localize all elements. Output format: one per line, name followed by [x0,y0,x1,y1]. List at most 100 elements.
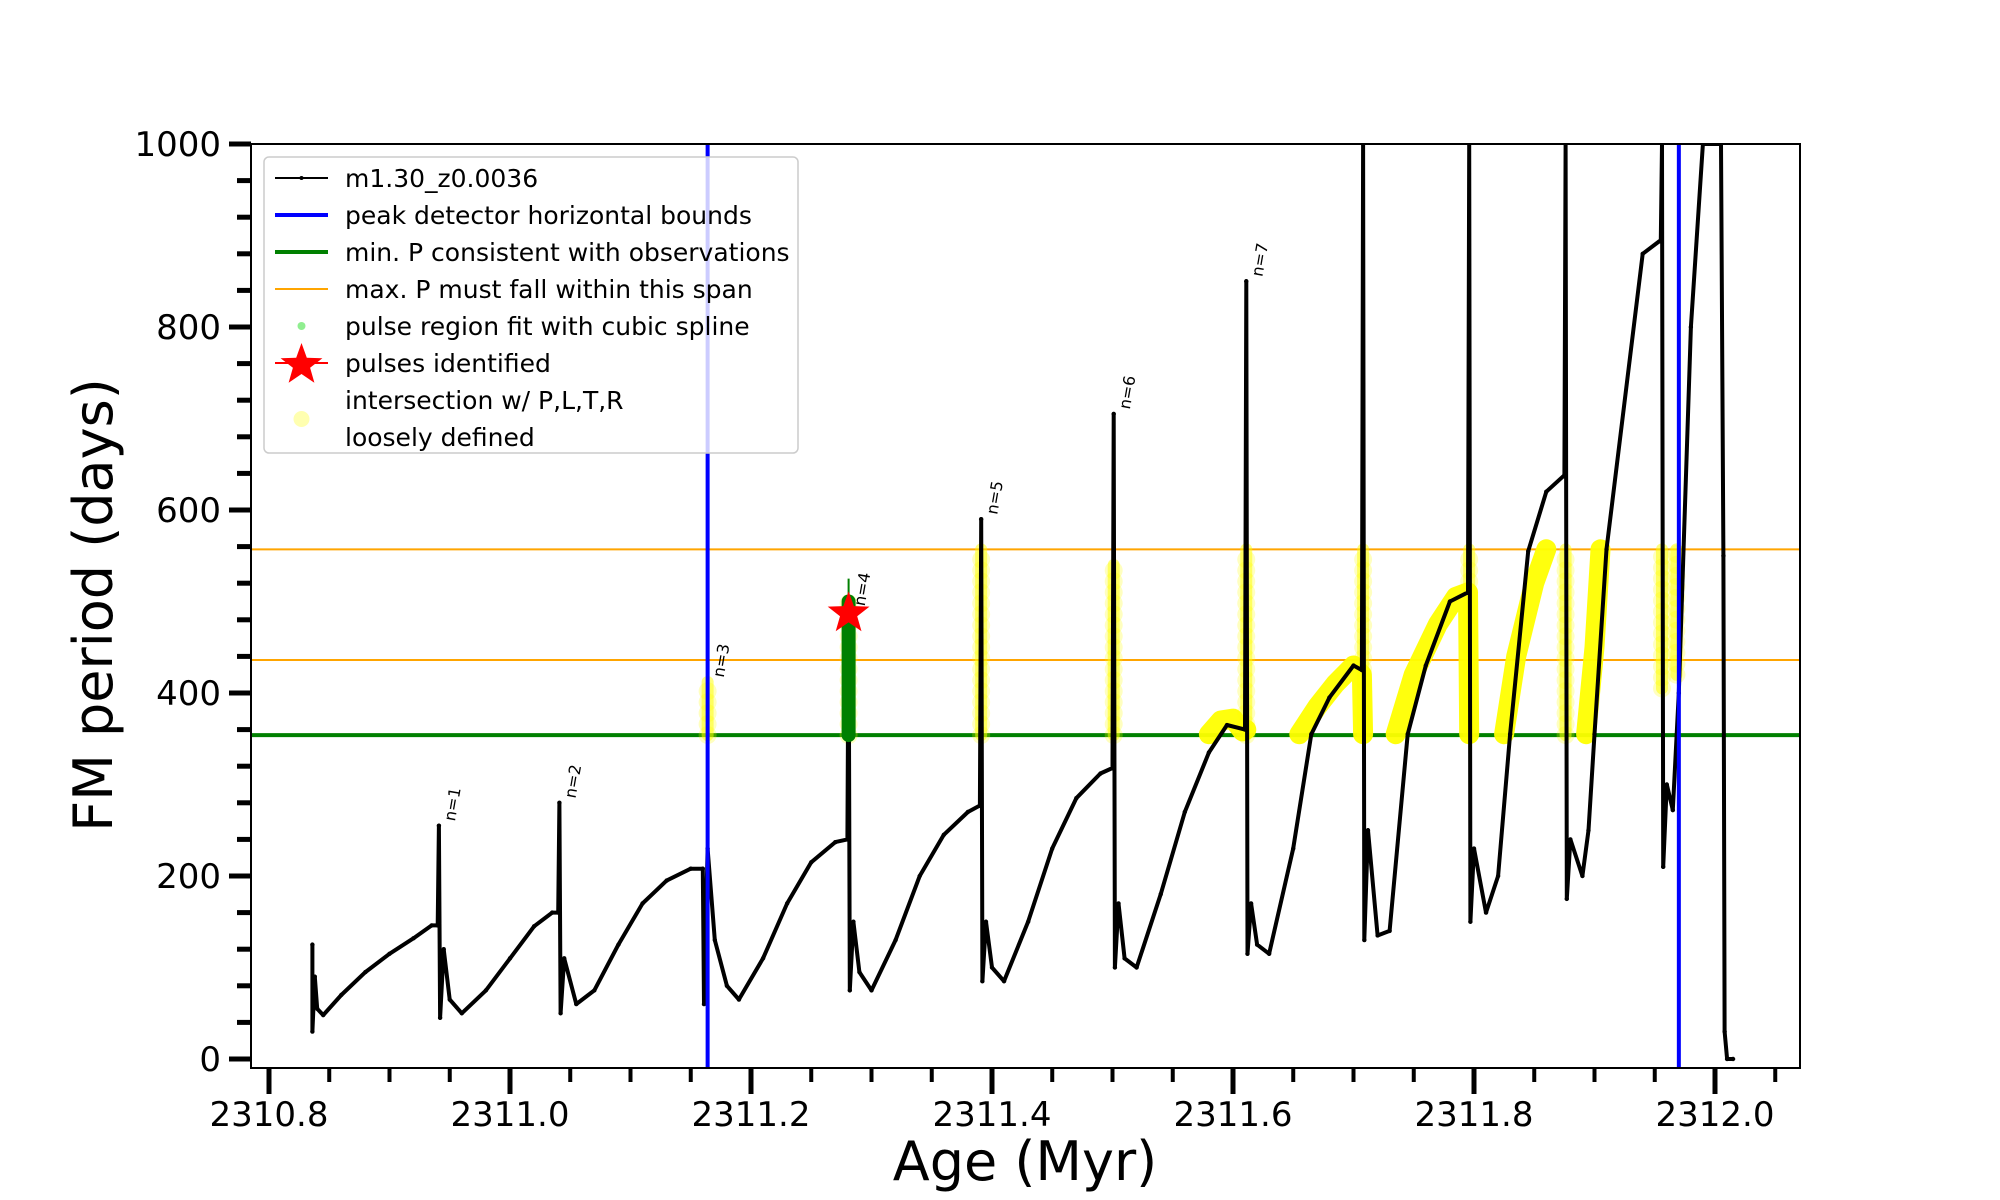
x-tick-label: 2311.2 [692,1095,811,1135]
series-point [310,1029,315,1034]
pulse-label: n=2 [561,763,586,800]
y-tick-label: 1000 [134,125,221,165]
plot-frame [250,143,1801,1069]
series-point [1495,873,1501,879]
series-point [1309,731,1314,737]
series-point [1586,828,1591,833]
series-point [917,873,922,879]
series-point [363,969,368,975]
series-point [1074,796,1079,801]
series-point [941,832,946,838]
series-point [1206,750,1212,755]
series-point [1245,951,1250,956]
series-point [851,919,856,924]
series-point [549,910,555,915]
series-point [847,988,853,993]
series-point [1405,731,1410,737]
plot-clip-group [251,144,1800,1068]
series-point [447,997,452,1002]
series-point [1098,771,1103,776]
series-point [809,860,814,865]
y-axis: 0 200 400 600 800 1000 [134,125,251,1080]
series-point [1359,667,1365,673]
series-point [1050,846,1055,851]
series-point [459,1011,464,1016]
series-point [1254,942,1260,947]
intersection-arc [1385,582,1480,745]
series-point [1242,727,1248,732]
y-axis-label: FM period (days) [62,378,125,832]
series-point [1564,896,1569,902]
series-point [1158,892,1163,897]
series-point [978,516,984,522]
series-point [1465,590,1471,595]
series-point [1664,782,1670,787]
x-tick-label: 2312.0 [1656,1095,1775,1135]
series-point [1640,251,1645,256]
series-point [1365,828,1371,833]
y-tick-label: 600 [156,491,221,531]
series-point [557,800,562,805]
intersection-arc [1576,539,1611,745]
legend-label: pulse region fit with cubic spline [345,312,750,341]
series-point [556,910,561,915]
x-tick-label: 2311.8 [1415,1095,1534,1135]
series-point [436,823,442,828]
pulse-label: n=5 [982,479,1007,516]
series-point [1362,937,1367,943]
y-tick-label: 800 [156,308,221,348]
legend-entry: min. P consistent with observations [275,238,790,267]
series-point [1658,237,1663,243]
series-point [965,809,971,815]
series-point [1722,1029,1727,1034]
series-point [411,936,416,941]
y-tick-label: 400 [156,674,221,714]
series-point [989,965,995,970]
series-point [977,803,983,808]
series-point [1387,928,1392,934]
series-point [507,956,513,961]
series-point [1562,473,1567,478]
series-point [315,1006,320,1011]
x-tick-label: 2311.4 [933,1095,1052,1135]
y-tick-label: 0 [199,1040,221,1080]
series-point [1447,599,1453,604]
series-point [1592,731,1597,737]
series-point [310,942,315,947]
series-point [1471,846,1477,851]
legend-marker-circle [293,411,310,427]
series-point [857,969,862,975]
series-point [736,997,742,1002]
series-point [312,974,317,979]
series-point [1468,919,1473,924]
series-point [1724,1056,1730,1062]
series-point [980,979,985,984]
series-point [983,919,989,924]
x-axis-label: Age (Myr) [893,1130,1158,1193]
series-point [1483,910,1489,915]
series-point [387,951,392,956]
x-tick-label: 2311.6 [1174,1095,1293,1135]
series-point [688,866,693,871]
legend-label: intersection w/ P,L,T,R [345,386,624,415]
legend-entry: intersection w/ P,L,T,R loosely defined [293,386,624,452]
series-point [435,923,440,928]
series-point [1327,695,1332,700]
series-point [784,901,790,906]
series-point [339,992,344,998]
series-point [640,901,645,906]
legend-label: min. P consistent with observations [345,238,790,267]
series-point [1544,489,1549,494]
series-point [700,866,705,871]
legend-entry: m1.30_z0.0036 [275,164,538,193]
series-point [1112,965,1118,970]
series-point [1001,979,1007,984]
series-point [1526,548,1531,554]
series-point [321,1012,326,1018]
series-point [592,988,597,993]
series-point [1291,846,1296,851]
series-point [1122,956,1127,961]
pulse-label: n=1 [440,786,465,823]
series-point [1688,324,1694,330]
